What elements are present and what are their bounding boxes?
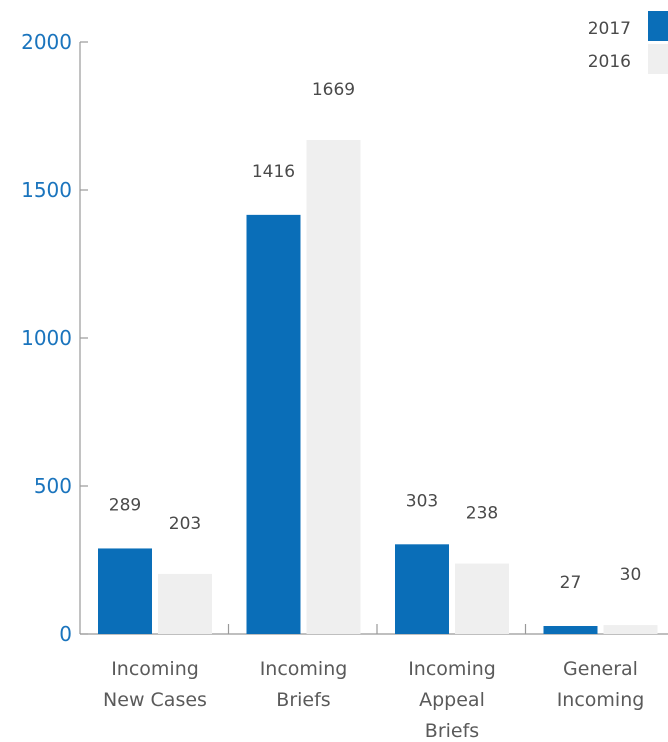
value-label-2017-3: 27 (560, 573, 582, 593)
category-label-line: Incoming (557, 689, 645, 711)
legend-label-2017: 2017 (588, 19, 631, 39)
y-tick-label: 1000 (21, 326, 72, 350)
bar-2017-2 (395, 544, 449, 634)
value-label-2016-2: 238 (466, 504, 498, 524)
bar-2016-2 (455, 563, 509, 634)
legend-swatch-2016 (648, 44, 668, 74)
value-labels: 289 1416 303 27 203 1669 238 30 (109, 80, 642, 593)
category-label-3: General Incoming (557, 658, 645, 711)
bar-2017-1 (246, 214, 301, 634)
category-labels: Incoming New Cases Incoming Briefs Incoming A… (103, 658, 644, 742)
legend: 2017 2016 (588, 11, 668, 74)
category-label-0: Incoming New Cases (103, 658, 207, 711)
value-label-2016-1: 1669 (312, 80, 355, 100)
value-label-2016-3: 30 (620, 565, 642, 585)
y-axis: 0 500 1000 1500 2000 (21, 30, 88, 646)
category-label-line: Incoming (260, 658, 348, 680)
category-label-line: General (563, 658, 638, 680)
legend-label-2016: 2016 (588, 52, 631, 72)
value-label-2017-1: 1416 (252, 162, 295, 182)
category-label-line: Briefs (276, 689, 330, 711)
category-label-2: Incoming Appeal Briefs (408, 658, 496, 742)
y-tick-label: 1500 (21, 178, 72, 202)
value-label-2017-0: 289 (109, 495, 141, 515)
legend-swatch-2017 (648, 11, 668, 41)
category-label-line: Incoming (111, 658, 199, 680)
bar-2016-1 (306, 139, 361, 634)
category-label-line: New Cases (103, 689, 207, 711)
bar-2017-0 (98, 548, 152, 634)
category-label-line: Appeal (419, 689, 485, 711)
category-label-line: Incoming (408, 658, 496, 680)
y-tick-label: 0 (59, 622, 72, 646)
bar-2016-3 (603, 625, 658, 634)
bar-2016-0 (158, 573, 212, 634)
bar-2017-3 (543, 626, 598, 634)
value-label-2017-2: 303 (406, 491, 438, 511)
y-tick-label: 2000 (21, 30, 72, 54)
category-label-line: Briefs (425, 720, 479, 742)
bars (98, 139, 658, 634)
category-label-1: Incoming Briefs (260, 658, 348, 711)
y-tick-label: 500 (34, 474, 72, 498)
value-label-2016-0: 203 (169, 514, 201, 534)
